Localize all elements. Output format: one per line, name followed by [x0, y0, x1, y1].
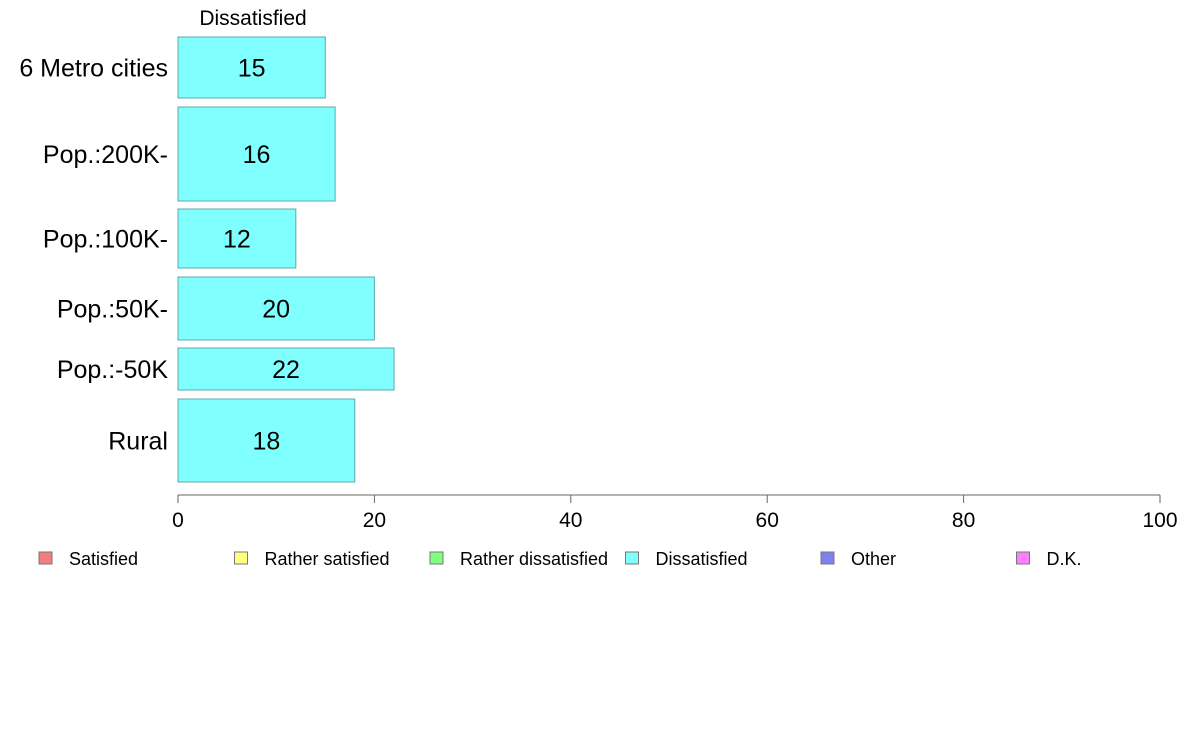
- bar-value-label: 15: [238, 55, 266, 83]
- bar-0: [177, 36, 326, 99]
- x-tick-label: 60: [756, 509, 779, 532]
- category-label: Pop.:200K-: [43, 141, 168, 169]
- legend-label: Satisfied: [69, 549, 138, 569]
- series-title: Dissatisfied: [199, 7, 306, 30]
- legend-label: Rather dissatisfied: [460, 549, 608, 569]
- bar-2: [177, 208, 297, 269]
- bar-1: [177, 106, 336, 202]
- x-tick-label: 20: [363, 509, 386, 532]
- category-label: 6 Metro cities: [19, 55, 168, 83]
- x-tick-label: 100: [1142, 509, 1177, 532]
- bars-group: 15 6 Metro cities 16 Pop.:200K- 12 Pop.:100K-…: [19, 36, 395, 483]
- x-tick-label: 40: [559, 509, 582, 532]
- legend-swatch: [625, 551, 639, 565]
- bar-value-label: 20: [262, 296, 290, 324]
- bar-value-label: 12: [223, 226, 251, 254]
- x-tick-label: 80: [952, 509, 975, 532]
- legend-swatch: [234, 551, 248, 565]
- legend-swatch: [38, 551, 53, 565]
- legend-swatch: [429, 551, 444, 565]
- legend-label: Other: [851, 549, 896, 569]
- legend-label: Dissatisfied: [656, 549, 748, 569]
- x-axis: 0 20 40 60 80 100: [172, 494, 1178, 532]
- category-label: Pop.:100K-: [43, 226, 168, 254]
- bar-value-label: 22: [272, 356, 300, 384]
- legend-swatch: [820, 551, 835, 565]
- legend-label: Rather satisfied: [265, 549, 390, 569]
- category-label: Pop.:50K-: [57, 296, 168, 324]
- legend-swatch: [1016, 551, 1030, 565]
- bar-value-label: 16: [243, 141, 271, 169]
- x-tick-label: 0: [172, 509, 184, 532]
- legend: Satisfied Rather satisfied Rather dissatis…: [38, 549, 1082, 569]
- category-label: Pop.:-50K: [57, 356, 169, 384]
- bar-value-label: 18: [252, 428, 280, 456]
- legend-label: D.K.: [1047, 549, 1082, 569]
- bar-3: [177, 276, 375, 341]
- bar-4: [177, 347, 395, 391]
- category-label: Rural: [108, 428, 168, 456]
- bar-5: [177, 398, 356, 483]
